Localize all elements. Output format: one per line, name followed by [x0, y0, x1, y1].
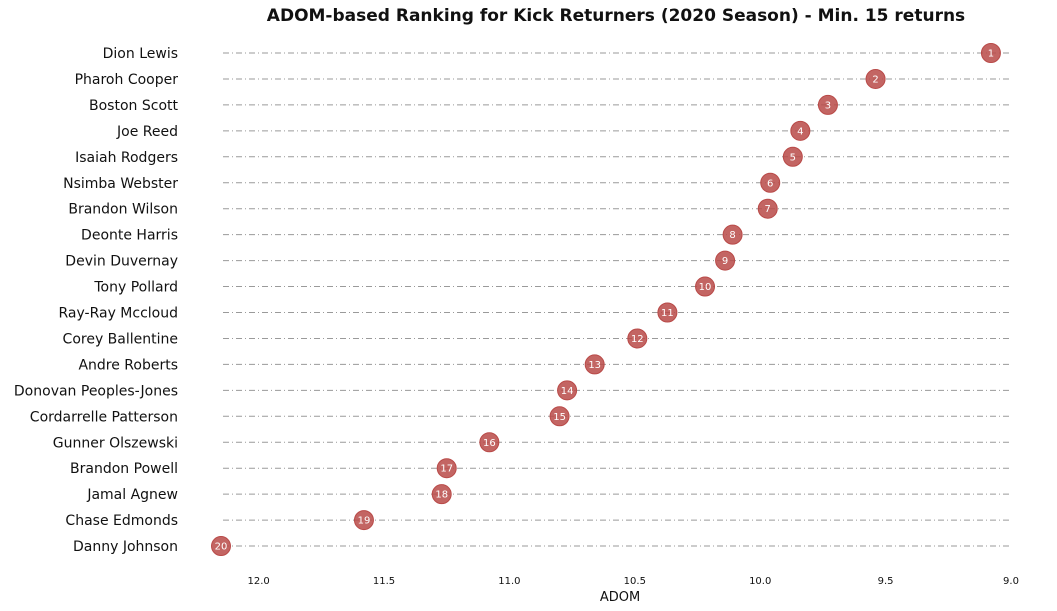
player-label: Nsimba Webster	[63, 176, 178, 192]
grid-lines	[223, 52, 1011, 547]
data-point	[431, 484, 452, 505]
rank-label: 16	[483, 438, 496, 449]
y-axis-labels: Dion Lewis Pharoh Cooper Boston Scott Joe R…	[14, 46, 179, 555]
data-point	[479, 432, 500, 453]
data-point	[760, 172, 781, 193]
player-label: Ray-Ray Mccloud	[58, 306, 178, 322]
player-label: Brandon Wilson	[68, 202, 178, 218]
data-point	[557, 380, 578, 401]
player-label: Boston Scott	[89, 98, 178, 114]
data-point	[817, 94, 838, 115]
player-label: Danny Johnson	[73, 539, 178, 555]
data-point	[436, 458, 457, 479]
rank-label: 18	[435, 490, 448, 501]
player-label: Andre Roberts	[78, 357, 178, 373]
x-axis-ticks: 12.0 11.5 11.0 10.5 10.0 9.5 9.0	[247, 576, 1018, 587]
rank-label: 1	[988, 49, 994, 60]
data-point	[584, 354, 605, 375]
rank-label: 19	[358, 516, 371, 527]
data-point	[865, 68, 886, 89]
data-point	[980, 43, 1001, 63]
data-point	[657, 302, 678, 323]
player-label: Gunner Olszewski	[53, 435, 178, 451]
data-point	[782, 146, 803, 167]
x-tick-label: 12.0	[247, 576, 269, 587]
data-point	[353, 510, 374, 531]
x-tick-label: 10.5	[624, 576, 646, 587]
player-label: Isaiah Rodgers	[75, 150, 178, 166]
player-label: Donovan Peoples-Jones	[14, 383, 178, 399]
rank-label: 14	[561, 386, 574, 397]
player-label: Dion Lewis	[103, 46, 178, 62]
x-tick-label: 11.0	[498, 576, 520, 587]
rank-label: 5	[790, 152, 796, 163]
data-point	[715, 250, 736, 271]
rank-label: 12	[631, 334, 644, 345]
player-label: Chase Edmonds	[65, 513, 178, 529]
data-point	[722, 224, 743, 245]
player-label: Cordarrelle Patterson	[30, 409, 178, 425]
player-label: Pharoh Cooper	[75, 72, 179, 88]
x-tick-label: 9.0	[1003, 576, 1019, 587]
player-label: Devin Duvernay	[65, 254, 178, 270]
player-label: Jamal Agnew	[86, 487, 178, 503]
rank-label: 2	[872, 74, 878, 85]
player-label: Tony Pollard	[93, 280, 178, 296]
rank-label: 13	[588, 360, 601, 371]
x-axis-label: ADOM	[600, 590, 640, 605]
data-point	[627, 328, 648, 349]
player-label: Corey Ballentine	[63, 331, 178, 347]
rank-label: 20	[215, 542, 228, 553]
data-point	[757, 198, 778, 219]
player-label: Joe Reed	[116, 124, 178, 140]
chart-title: ADOM-based Ranking for Kick Returners (2…	[266, 6, 966, 26]
player-label: Deonte Harris	[81, 228, 178, 244]
data-point	[211, 536, 231, 557]
rank-label: 9	[722, 256, 728, 267]
data-point	[790, 120, 811, 141]
x-tick-label: 10.0	[749, 576, 771, 587]
rank-label: 7	[765, 204, 771, 215]
rank-label: 4	[797, 126, 803, 137]
player-label: Brandon Powell	[70, 461, 178, 477]
rank-label: 15	[553, 412, 566, 423]
x-tick-label: 11.5	[373, 576, 395, 587]
rank-label: 6	[767, 178, 773, 189]
data-point	[549, 406, 570, 427]
rank-label: 11	[661, 308, 674, 319]
rank-label: 17	[440, 464, 453, 475]
data-point	[695, 276, 716, 297]
rank-label: 3	[825, 100, 831, 111]
x-tick-label: 9.5	[878, 576, 894, 587]
rank-label: 8	[729, 230, 735, 241]
rank-label: 10	[699, 282, 712, 293]
